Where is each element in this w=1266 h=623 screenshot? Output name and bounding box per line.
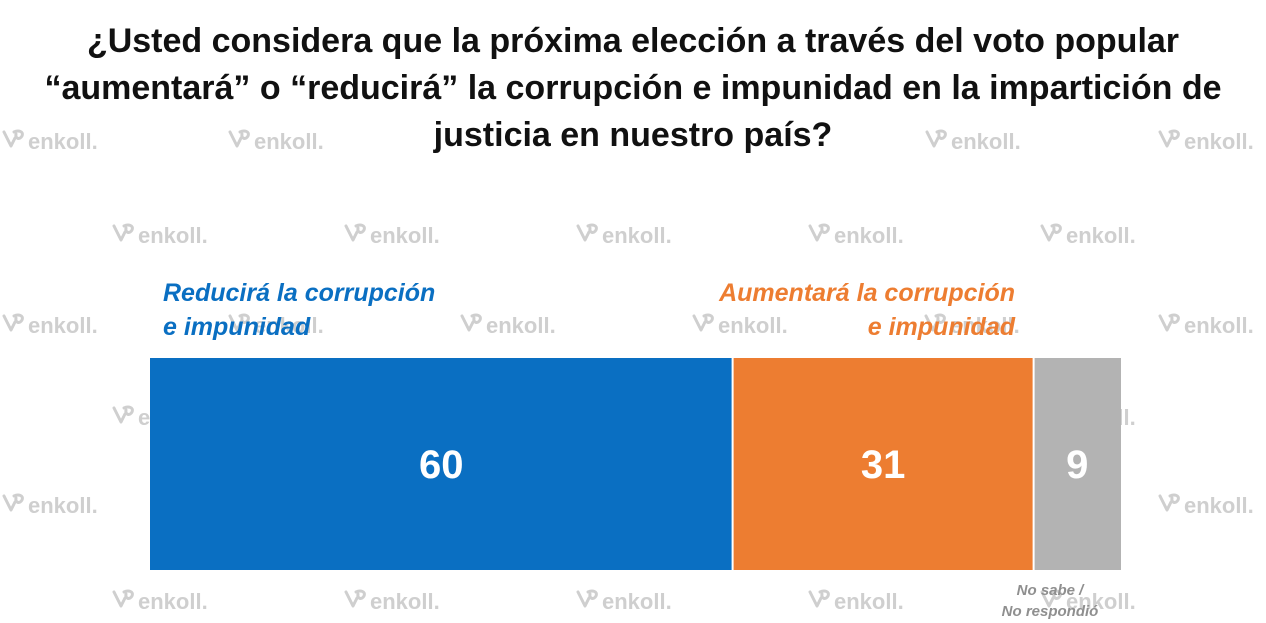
watermark-logo: enkoll. (112, 588, 208, 616)
watermark-logo: enkoll. (1040, 222, 1136, 250)
no-response-line-2: No respondió (1001, 603, 1099, 620)
watermark-logo: enkoll. (925, 128, 1021, 156)
enkoll-logo-icon (2, 128, 26, 156)
watermark-text: enkoll. (28, 129, 98, 154)
chart-title-line-2: “aumentará” o “reducirá” la corrupción e… (44, 69, 1222, 107)
enkoll-logo-icon (228, 128, 252, 156)
enkoll-logo-icon (112, 404, 136, 432)
watermark-logo: enkoll. (228, 128, 324, 156)
legend-increase-line-2: e impunidad (867, 313, 1015, 341)
watermark-text: enkoll. (950, 313, 1020, 338)
no-response-line-1: No sabe / (1016, 582, 1084, 599)
chart-title: ¿Usted considera que la próxima elección… (0, 18, 1266, 159)
watermark-text: enkoll. (718, 313, 788, 338)
watermark-text: enkoll. (138, 589, 208, 614)
watermark-text: enkoll. (1184, 493, 1254, 518)
watermark-text: enkoll. (370, 223, 440, 248)
watermark-text: enkoll. (602, 223, 672, 248)
watermark-text: enkoll. (834, 223, 904, 248)
watermark-logo: enkoll. (1158, 128, 1254, 156)
enkoll-logo-icon (1158, 312, 1182, 340)
enkoll-logo-icon (344, 222, 368, 250)
enkoll-logo-icon (808, 222, 832, 250)
watermark-text: enkoll. (370, 589, 440, 614)
watermark-logo: enkoll. (2, 312, 98, 340)
enkoll-logo-icon (2, 492, 26, 520)
watermark-text: enkoll. (1066, 223, 1136, 248)
enkoll-logo-icon (228, 312, 252, 340)
data-label-1: 60 (419, 443, 464, 487)
watermark-logo: enkoll. (1158, 492, 1254, 520)
legend-increase-line-1: Aumentará la corrupción (719, 279, 1015, 307)
watermark-text: enkoll. (1066, 589, 1136, 614)
watermark-text: enkoll. (254, 129, 324, 154)
watermark-logo: enkoll. (228, 312, 324, 340)
no-response-label: No sabe / No respondió (980, 580, 1120, 622)
enkoll-logo-icon (112, 222, 136, 250)
watermark-text: enkoll. (28, 313, 98, 338)
enkoll-logo-icon (460, 312, 484, 340)
enkoll-logo-icon (925, 128, 949, 156)
enkoll-logo-icon (808, 588, 832, 616)
watermark-text: enkoll. (1184, 313, 1254, 338)
watermark-logo: enkoll. (808, 222, 904, 250)
watermark-logo: enkoll. (692, 312, 788, 340)
watermark-logo: enkoll. (2, 128, 98, 156)
data-label-3: 9 (1066, 443, 1088, 487)
watermark-logo: enkoll. (576, 222, 672, 250)
enkoll-logo-icon (112, 588, 136, 616)
watermark-text: enkoll. (486, 313, 556, 338)
watermark-text: enkoll. (254, 313, 324, 338)
bar-segment-2 (732, 358, 1034, 570)
enkoll-logo-icon (1158, 492, 1182, 520)
legend-reduce-line-1: Reducirá la corrupción (163, 279, 436, 307)
enkoll-logo-icon (344, 588, 368, 616)
bar-segment-separator (1032, 358, 1035, 570)
enkoll-logo-icon (1040, 222, 1064, 250)
watermark-logo: enkoll. (2, 492, 98, 520)
enkoll-logo-icon (1040, 588, 1064, 616)
legend-reduce-label: Reducirá la corrupción e impunidad (163, 276, 435, 344)
enkoll-logo-icon (576, 222, 600, 250)
watermark-logo: enkoll. (1040, 588, 1136, 616)
watermark-text: enkoll. (951, 129, 1021, 154)
legend-increase-label: Aumentará la corrupción e impunidad (719, 276, 1015, 344)
enkoll-logo-icon (692, 312, 716, 340)
watermark-logo: enkoll. (1158, 312, 1254, 340)
watermark-logo: enkoll. (576, 588, 672, 616)
bar-segment-1 (150, 358, 733, 570)
watermark-text: enkoll. (602, 589, 672, 614)
legend-reduce-line-2: e impunidad (163, 313, 311, 341)
enkoll-logo-icon (1158, 128, 1182, 156)
chart-title-line-1: ¿Usted considera que la próxima elección… (86, 22, 1180, 60)
watermark-text: enkoll. (28, 493, 98, 518)
enkoll-logo-icon (2, 312, 26, 340)
watermark-logo: enkoll. (808, 588, 904, 616)
watermark-logo: enkoll. (112, 222, 208, 250)
data-label-2: 31 (861, 443, 906, 487)
watermark-logo: enkoll. (344, 222, 440, 250)
watermark-logo: enkoll. (924, 312, 1020, 340)
watermark-text: enkoll. (1184, 129, 1254, 154)
watermark-text: enkoll. (138, 223, 208, 248)
enkoll-logo-icon (576, 588, 600, 616)
watermark-logo: enkoll. (344, 588, 440, 616)
bar-segment-3 (1033, 358, 1121, 570)
bar-segment-separator (731, 358, 734, 570)
enkoll-logo-icon (924, 312, 948, 340)
chart-title-line-3: justicia en nuestro país? (433, 116, 833, 154)
watermark-text: enkoll. (834, 589, 904, 614)
watermark-logo: enkoll. (460, 312, 556, 340)
